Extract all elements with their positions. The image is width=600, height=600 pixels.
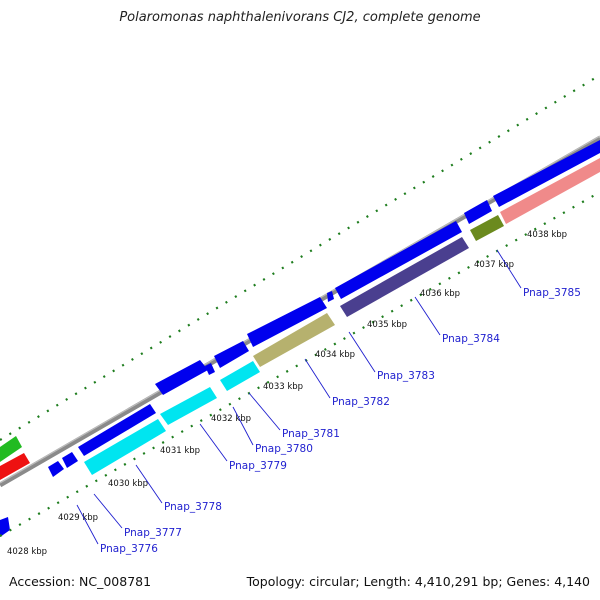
gene-green [0, 436, 22, 462]
gene-label: Pnap_3785 [523, 287, 581, 299]
gene-red [0, 453, 30, 480]
gene-arrow-forward [335, 221, 462, 299]
gene-arrow-forward [327, 291, 334, 302]
map-title: Polaromonas naphthalenivorans CJ2, compl… [119, 10, 481, 25]
tick-label: 4032 kbp [211, 414, 251, 424]
gene-arrow-forward [48, 461, 64, 477]
gene-label: Pnap_3778 [164, 501, 222, 513]
gene-arrow-forward [78, 404, 156, 456]
tick-label: 4031 kbp [160, 446, 200, 456]
gene-olive [470, 215, 504, 241]
gene-cyan [220, 361, 260, 391]
gene-arrow-forward [464, 200, 492, 224]
gene-label: Pnap_3782 [332, 396, 390, 408]
gene-label: Pnap_3784 [442, 333, 500, 345]
tick-label: 4034 kbp [315, 350, 355, 360]
topology-summary: Topology: circular; Length: 4,410,291 bp… [246, 574, 590, 589]
accession-text: Accession: NC_008781 [9, 574, 152, 589]
tick-label: 4038 kbp [527, 230, 567, 240]
gene-label: Pnap_3776 [100, 543, 158, 555]
inner-dotted-ring [0, 191, 600, 537]
gene-arrow-forward [205, 363, 215, 375]
tick-label: 4028 kbp [7, 547, 47, 557]
tick-label: 4037 kbp [474, 260, 514, 270]
gene-arrow-forward [247, 297, 327, 347]
gene-purple [340, 237, 469, 317]
gene-arrow-forward [155, 360, 208, 395]
gene-label: Pnap_3783 [377, 370, 435, 382]
gene-arrow-forward [214, 341, 249, 368]
gene-pink [500, 158, 600, 224]
gene-labels: Pnap_3776 Pnap_3777 Pnap_3778 Pnap_3779 … [100, 287, 581, 555]
gene-label: Pnap_3780 [255, 443, 313, 455]
gene-arrow-forward [62, 452, 78, 468]
gene-arrow-forward [0, 517, 10, 537]
reverse-genes [0, 158, 600, 480]
gene-khaki [253, 313, 335, 367]
tick-labels: 4028 kbp 4029 kbp 4030 kbp 4031 kbp 4032… [7, 230, 567, 557]
tick-label: 4035 kbp [367, 320, 407, 330]
gene-label-leaders [76, 249, 522, 545]
tick-label: 4030 kbp [108, 479, 148, 489]
gene-label: Pnap_3779 [229, 460, 287, 472]
gene-arrow-forward [493, 140, 600, 207]
tick-label: 4033 kbp [263, 382, 303, 392]
tick-label: 4036 kbp [420, 289, 460, 299]
gene-cyan [160, 387, 217, 425]
gene-label: Pnap_3777 [124, 527, 182, 539]
forward-genes [0, 140, 600, 537]
gene-cyan [84, 419, 166, 475]
tick-label: 4029 kbp [58, 513, 98, 523]
gene-label: Pnap_3781 [282, 428, 340, 440]
